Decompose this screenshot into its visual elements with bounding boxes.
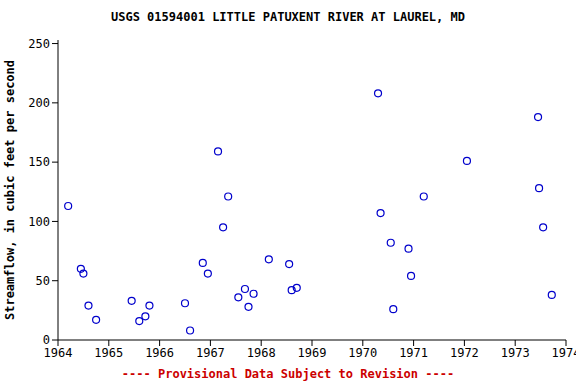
svg-text:1967: 1967: [196, 346, 225, 360]
svg-text:1969: 1969: [298, 346, 327, 360]
svg-text:1965: 1965: [94, 346, 123, 360]
html-text:Streamflow, in cubic feet per: Streamflow, in cubic feet per second: [3, 60, 17, 320]
svg-text:1972: 1972: [450, 346, 479, 360]
svg-text:150: 150: [28, 155, 50, 169]
html-text:---- Provisional Data Subject: ---- Provisional Data Subject to Revisio…: [121, 367, 455, 381]
svg-text:1966: 1966: [145, 346, 174, 360]
svg-text:1970: 1970: [348, 346, 377, 360]
svg-text:1964: 1964: [44, 346, 73, 360]
html-text:USGS 01594001 LITTLE PATUXENT: USGS 01594001 LITTLE PATUXENT RIVER AT L…: [111, 10, 465, 24]
svg-text:1968: 1968: [247, 346, 276, 360]
svg-text:50: 50: [36, 274, 50, 288]
svg-text:200: 200: [28, 96, 50, 110]
svg-text:0: 0: [43, 333, 50, 347]
svg-text:250: 250: [28, 37, 50, 51]
svg-text:1973: 1973: [501, 346, 530, 360]
svg-text:1974: 1974: [552, 346, 568, 360]
svg-text:100: 100: [28, 215, 50, 229]
svg-text:1971: 1971: [399, 346, 428, 360]
